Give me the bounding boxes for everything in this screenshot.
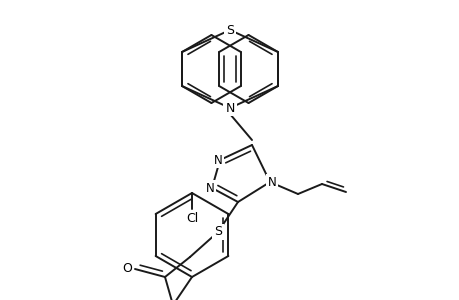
- Text: N: N: [225, 101, 234, 115]
- Text: N: N: [267, 176, 276, 188]
- Text: O: O: [122, 262, 132, 275]
- Text: N: N: [205, 182, 214, 194]
- Text: S: S: [225, 23, 234, 37]
- Text: S: S: [213, 226, 222, 238]
- Text: N: N: [213, 154, 222, 166]
- Text: Cl: Cl: [185, 212, 198, 226]
